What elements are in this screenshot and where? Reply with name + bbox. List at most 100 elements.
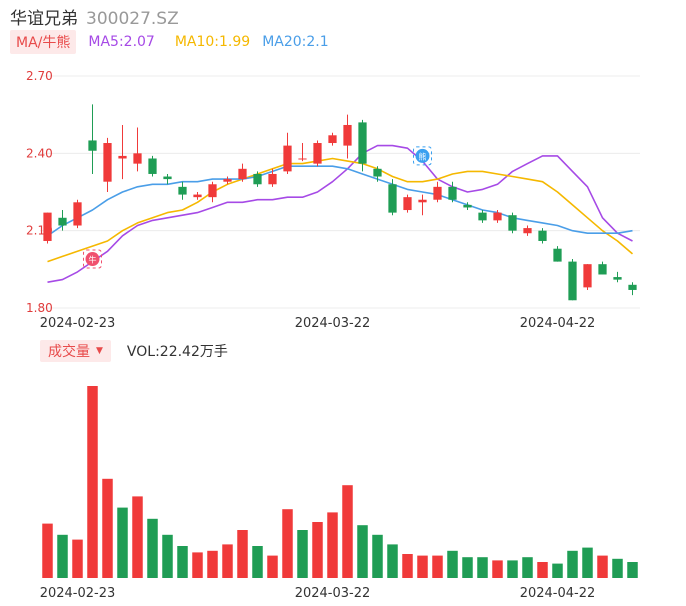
candle-body: [238, 168, 247, 180]
candle-body: [523, 228, 532, 234]
candle-body: [103, 143, 112, 182]
caret-down-icon: ▼: [96, 346, 103, 356]
candle-body: [358, 122, 367, 164]
volume-bar: [132, 496, 143, 578]
volume-bar: [252, 546, 263, 578]
x-tick-label: 2024-02-23: [40, 586, 116, 601]
candle-body: [598, 264, 607, 275]
volume-value: VOL:22.42万手: [126, 344, 228, 360]
volume-bar: [612, 558, 623, 578]
candle: [193, 192, 202, 200]
candle: [223, 176, 232, 185]
volume-bar: [582, 547, 593, 578]
volume-bar: [357, 525, 368, 578]
ma-selector-tag[interactable]: MA/牛熊: [10, 30, 77, 54]
candle-body: [268, 173, 277, 185]
volume-bar: [42, 523, 53, 578]
volume-selector[interactable]: 成交量 ▼: [40, 340, 111, 362]
candle: [553, 246, 562, 262]
candle-body: [88, 140, 97, 151]
volume-bar: [192, 552, 203, 578]
candle: [238, 163, 247, 182]
candle: [313, 140, 322, 167]
y-tick-label: 1.80: [26, 301, 53, 315]
candle: [328, 132, 337, 146]
candle: [73, 199, 82, 229]
candle: [298, 143, 307, 162]
candle-body: [628, 284, 637, 290]
candle-body: [478, 212, 487, 221]
volume-bar: [537, 562, 548, 578]
candle: [148, 155, 157, 177]
marker-dot: [415, 148, 430, 163]
candle: [268, 168, 277, 187]
volume-bar: [552, 563, 563, 578]
candle-body: [253, 173, 262, 185]
candle: [478, 210, 487, 223]
candle-body: [613, 277, 622, 280]
candle-body: [43, 212, 52, 241]
candle-body: [163, 176, 172, 180]
volume-bar: [267, 555, 278, 578]
bull-signal-marker: 牛: [83, 249, 102, 269]
volume-bar: [507, 560, 518, 578]
marker-frame: [413, 146, 432, 166]
candle: [583, 264, 592, 290]
x-tick-label: 2024-03-22: [295, 586, 371, 601]
candle: [58, 210, 67, 231]
candle: [133, 127, 142, 172]
volume-bar: [417, 555, 428, 578]
candle: [43, 212, 52, 244]
x-tick-label: 2024-03-22: [295, 316, 371, 331]
volume-bar: [372, 534, 383, 578]
candle-body: [418, 199, 427, 203]
volume-bar: [447, 550, 458, 578]
candle-body: [568, 261, 577, 301]
candle-body: [403, 197, 412, 211]
volume-selector-label: 成交量: [48, 344, 90, 360]
volume-bar: [207, 550, 218, 578]
volume-bar: [117, 507, 128, 578]
candle-body: [298, 158, 307, 160]
candle: [538, 228, 547, 244]
ma20-legend: MA20:2.1: [262, 34, 329, 50]
candle: [388, 179, 397, 216]
candle-body: [538, 230, 547, 241]
volume-bars: [42, 386, 638, 578]
ma5-line: [47, 144, 633, 283]
candle-body: [373, 168, 382, 177]
candle-body: [148, 158, 157, 174]
signal-markers: 牛熊: [83, 146, 432, 269]
candle-body: [118, 155, 127, 159]
candle: [88, 104, 97, 174]
volume-bar: [522, 557, 533, 578]
ma-legend: MA/牛熊 MA5:2.07 MA10:1.99 MA20:2.1: [10, 30, 329, 54]
volume-bar: [402, 554, 413, 578]
x-tick-label: 2024-04-22: [520, 586, 596, 601]
candle: [463, 202, 472, 211]
candle-body: [313, 143, 322, 164]
candle-body: [73, 202, 82, 226]
candle-body: [223, 179, 232, 182]
candle: [373, 166, 382, 182]
candle: [508, 212, 517, 234]
marker-frame: [83, 249, 102, 269]
price-grid: [40, 75, 640, 309]
candle-body: [493, 212, 502, 221]
volume-bar: [102, 478, 113, 578]
candle-body: [328, 135, 337, 144]
marker-label: 熊: [419, 151, 427, 161]
volume-bar: [327, 512, 338, 578]
candle-body: [193, 194, 202, 198]
candle: [628, 282, 637, 296]
candle: [493, 210, 502, 223]
candlesticks: [43, 104, 637, 301]
candle: [253, 171, 262, 187]
candle: [118, 124, 127, 180]
volume-bar: [57, 534, 68, 578]
volume-bar: [567, 550, 578, 578]
volume-legend: 成交量 ▼ VOL:22.42万手: [40, 340, 228, 362]
volume-bar: [477, 557, 488, 578]
volume-bar: [162, 534, 173, 578]
